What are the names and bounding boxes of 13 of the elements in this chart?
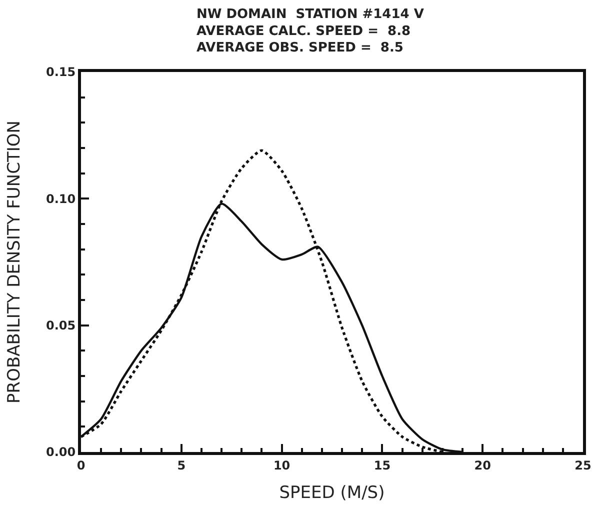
x-tick-label: 15 — [374, 458, 391, 472]
y-axis-title: PROBABILITY DENSITY FUNCTION — [4, 120, 25, 404]
x-tick-label: 25 — [574, 458, 592, 472]
y-tick-label: 0.15 — [46, 65, 76, 80]
chart-title: NW DOMAIN STATION #1414 V AVERAGE CALC. SPEED = 8.8 AVERAGE OBS. SPEED = 8.5 — [196, 6, 424, 56]
x-tick-label: 20 — [474, 458, 491, 472]
y-tick-label: 0.10 — [46, 192, 76, 206]
y-tick-label: 0.05 — [46, 318, 76, 333]
y-tick-label: 0.00 — [46, 445, 76, 460]
x-tick-label: 5 — [177, 458, 186, 472]
x-tick-label: 10 — [273, 458, 290, 472]
x-axis-title: SPEED (M/S) — [279, 482, 385, 503]
x-tick-label: 0 — [76, 458, 86, 472]
